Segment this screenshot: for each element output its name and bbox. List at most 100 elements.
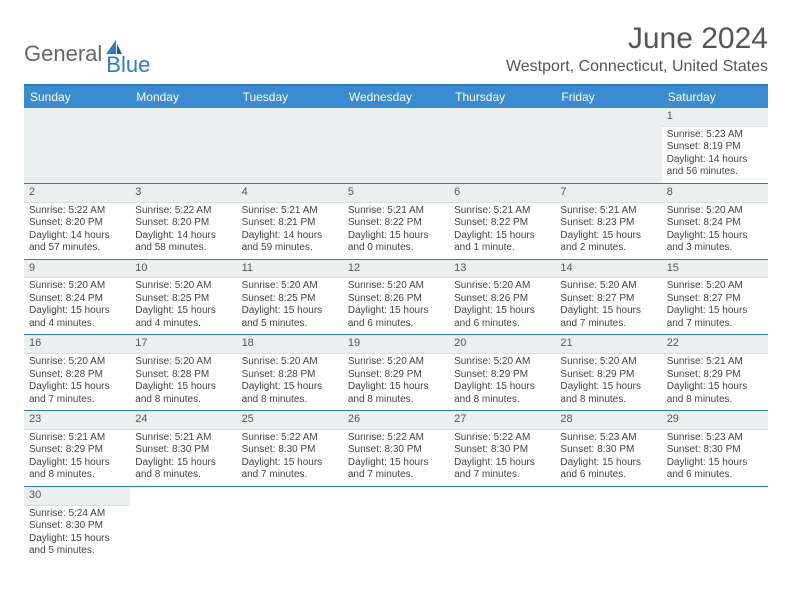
weekday-wed: Wednesday — [343, 86, 449, 108]
day-body: Sunrise: 5:20 AMSunset: 8:24 PMDaylight:… — [662, 203, 768, 259]
week-row: 2Sunrise: 5:22 AMSunset: 8:20 PMDaylight… — [24, 184, 768, 260]
day-cell: 12Sunrise: 5:20 AMSunset: 8:26 PMDayligh… — [343, 260, 449, 335]
daylight-text: Daylight: 15 hours and 2 minutes. — [560, 230, 656, 255]
day-number: 25 — [237, 411, 343, 430]
daylight-text: Daylight: 15 hours and 8 minutes. — [242, 381, 338, 406]
empty-cell — [343, 108, 449, 183]
sunrise-text: Sunrise: 5:20 AM — [667, 205, 763, 218]
sunset-text: Sunset: 8:27 PM — [667, 293, 763, 306]
sunrise-text: Sunrise: 5:20 AM — [29, 356, 125, 369]
day-cell: 23Sunrise: 5:21 AMSunset: 8:29 PMDayligh… — [24, 411, 130, 486]
title-block: June 2024 Westport, Connecticut, United … — [506, 22, 768, 76]
sunset-text: Sunset: 8:30 PM — [242, 444, 338, 457]
daylight-text: Daylight: 14 hours and 58 minutes. — [135, 230, 231, 255]
day-body: Sunrise: 5:20 AMSunset: 8:26 PMDaylight:… — [343, 278, 449, 334]
day-body: Sunrise: 5:21 AMSunset: 8:29 PMDaylight:… — [24, 430, 130, 486]
sunrise-text: Sunrise: 5:20 AM — [242, 356, 338, 369]
day-number: 6 — [449, 184, 555, 203]
day-body: Sunrise: 5:20 AMSunset: 8:27 PMDaylight:… — [662, 278, 768, 334]
sunset-text: Sunset: 8:20 PM — [135, 217, 231, 230]
sunrise-text: Sunrise: 5:20 AM — [560, 356, 656, 369]
sunrise-text: Sunrise: 5:20 AM — [135, 356, 231, 369]
empty-cell — [130, 487, 236, 562]
day-body: Sunrise: 5:20 AMSunset: 8:29 PMDaylight:… — [449, 354, 555, 410]
sunrise-text: Sunrise: 5:23 AM — [667, 129, 763, 142]
day-body: Sunrise: 5:21 AMSunset: 8:23 PMDaylight:… — [555, 203, 661, 259]
day-number: 8 — [662, 184, 768, 203]
day-body: Sunrise: 5:22 AMSunset: 8:20 PMDaylight:… — [24, 203, 130, 259]
sunrise-text: Sunrise: 5:21 AM — [29, 432, 125, 445]
day-body: Sunrise: 5:22 AMSunset: 8:30 PMDaylight:… — [449, 430, 555, 486]
sunrise-text: Sunrise: 5:22 AM — [135, 205, 231, 218]
sunset-text: Sunset: 8:27 PM — [560, 293, 656, 306]
sunrise-text: Sunrise: 5:22 AM — [29, 205, 125, 218]
day-body: Sunrise: 5:23 AMSunset: 8:30 PMDaylight:… — [555, 430, 661, 486]
brand-part1: General — [24, 41, 102, 67]
empty-cell — [555, 487, 661, 562]
day-cell: 25Sunrise: 5:22 AMSunset: 8:30 PMDayligh… — [237, 411, 343, 486]
day-body: Sunrise: 5:20 AMSunset: 8:28 PMDaylight:… — [237, 354, 343, 410]
daylight-text: Daylight: 15 hours and 7 minutes. — [29, 381, 125, 406]
day-number: 16 — [24, 335, 130, 354]
sunrise-text: Sunrise: 5:22 AM — [348, 432, 444, 445]
day-cell: 17Sunrise: 5:20 AMSunset: 8:28 PMDayligh… — [130, 335, 236, 410]
sunrise-text: Sunrise: 5:21 AM — [348, 205, 444, 218]
sunrise-text: Sunrise: 5:20 AM — [348, 280, 444, 293]
daylight-text: Daylight: 15 hours and 8 minutes. — [667, 381, 763, 406]
sunset-text: Sunset: 8:28 PM — [135, 369, 231, 382]
day-body: Sunrise: 5:20 AMSunset: 8:27 PMDaylight:… — [555, 278, 661, 334]
sunrise-text: Sunrise: 5:20 AM — [560, 280, 656, 293]
day-body: Sunrise: 5:21 AMSunset: 8:30 PMDaylight:… — [130, 430, 236, 486]
day-number: 7 — [555, 184, 661, 203]
week-row: 9Sunrise: 5:20 AMSunset: 8:24 PMDaylight… — [24, 260, 768, 336]
sunset-text: Sunset: 8:30 PM — [29, 520, 125, 533]
daylight-text: Daylight: 15 hours and 7 minutes. — [242, 457, 338, 482]
day-body: Sunrise: 5:21 AMSunset: 8:22 PMDaylight:… — [343, 203, 449, 259]
day-cell: 9Sunrise: 5:20 AMSunset: 8:24 PMDaylight… — [24, 260, 130, 335]
sunset-text: Sunset: 8:29 PM — [667, 369, 763, 382]
daylight-text: Daylight: 15 hours and 8 minutes. — [29, 457, 125, 482]
day-number: 20 — [449, 335, 555, 354]
sunset-text: Sunset: 8:24 PM — [29, 293, 125, 306]
day-body: Sunrise: 5:21 AMSunset: 8:22 PMDaylight:… — [449, 203, 555, 259]
day-number: 21 — [555, 335, 661, 354]
sunrise-text: Sunrise: 5:21 AM — [454, 205, 550, 218]
day-number: 23 — [24, 411, 130, 430]
daylight-text: Daylight: 15 hours and 8 minutes. — [135, 381, 231, 406]
sunrise-text: Sunrise: 5:20 AM — [242, 280, 338, 293]
daylight-text: Daylight: 15 hours and 7 minutes. — [667, 305, 763, 330]
weekday-sun: Sunday — [24, 86, 130, 108]
day-cell: 27Sunrise: 5:22 AMSunset: 8:30 PMDayligh… — [449, 411, 555, 486]
weekday-sat: Saturday — [662, 86, 768, 108]
day-cell: 4Sunrise: 5:21 AMSunset: 8:21 PMDaylight… — [237, 184, 343, 259]
daylight-text: Daylight: 15 hours and 8 minutes. — [454, 381, 550, 406]
day-cell: 20Sunrise: 5:20 AMSunset: 8:29 PMDayligh… — [449, 335, 555, 410]
empty-cell — [130, 108, 236, 183]
day-body: Sunrise: 5:20 AMSunset: 8:29 PMDaylight:… — [555, 354, 661, 410]
sunset-text: Sunset: 8:28 PM — [29, 369, 125, 382]
empty-cell — [237, 487, 343, 562]
day-cell: 3 Sunrise: 5:22 AMSunset: 8:20 PMDaylight… — [130, 184, 236, 259]
day-cell: 10Sunrise: 5:20 AMSunset: 8:25 PMDayligh… — [130, 260, 236, 335]
empty-cell — [237, 108, 343, 183]
day-number: 3 — [130, 184, 236, 203]
sunset-text: Sunset: 8:30 PM — [135, 444, 231, 457]
week-row: 30Sunrise: 5:24 AMSunset: 8:30 PMDayligh… — [24, 487, 768, 562]
sunset-text: Sunset: 8:25 PM — [242, 293, 338, 306]
sunrise-text: Sunrise: 5:23 AM — [560, 432, 656, 445]
daylight-text: Daylight: 15 hours and 6 minutes. — [348, 305, 444, 330]
day-cell: 21Sunrise: 5:20 AMSunset: 8:29 PMDayligh… — [555, 335, 661, 410]
day-cell: 7Sunrise: 5:21 AMSunset: 8:23 PMDaylight… — [555, 184, 661, 259]
day-number: 22 — [662, 335, 768, 354]
daylight-text: Daylight: 15 hours and 4 minutes. — [135, 305, 231, 330]
day-number: 11 — [237, 260, 343, 279]
day-cell: 29Sunrise: 5:23 AMSunset: 8:30 PMDayligh… — [662, 411, 768, 486]
day-cell: 11Sunrise: 5:20 AMSunset: 8:25 PMDayligh… — [237, 260, 343, 335]
sunrise-text: Sunrise: 5:20 AM — [454, 356, 550, 369]
day-cell: 18Sunrise: 5:20 AMSunset: 8:28 PMDayligh… — [237, 335, 343, 410]
weekday-header: Sunday Monday Tuesday Wednesday Thursday… — [24, 86, 768, 108]
daylight-text: Daylight: 15 hours and 8 minutes. — [348, 381, 444, 406]
day-body: Sunrise: 5:24 AMSunset: 8:30 PMDaylight:… — [24, 506, 130, 562]
day-body: Sunrise: 5:21 AMSunset: 8:29 PMDaylight:… — [662, 354, 768, 410]
sunrise-text: Sunrise: 5:20 AM — [135, 280, 231, 293]
